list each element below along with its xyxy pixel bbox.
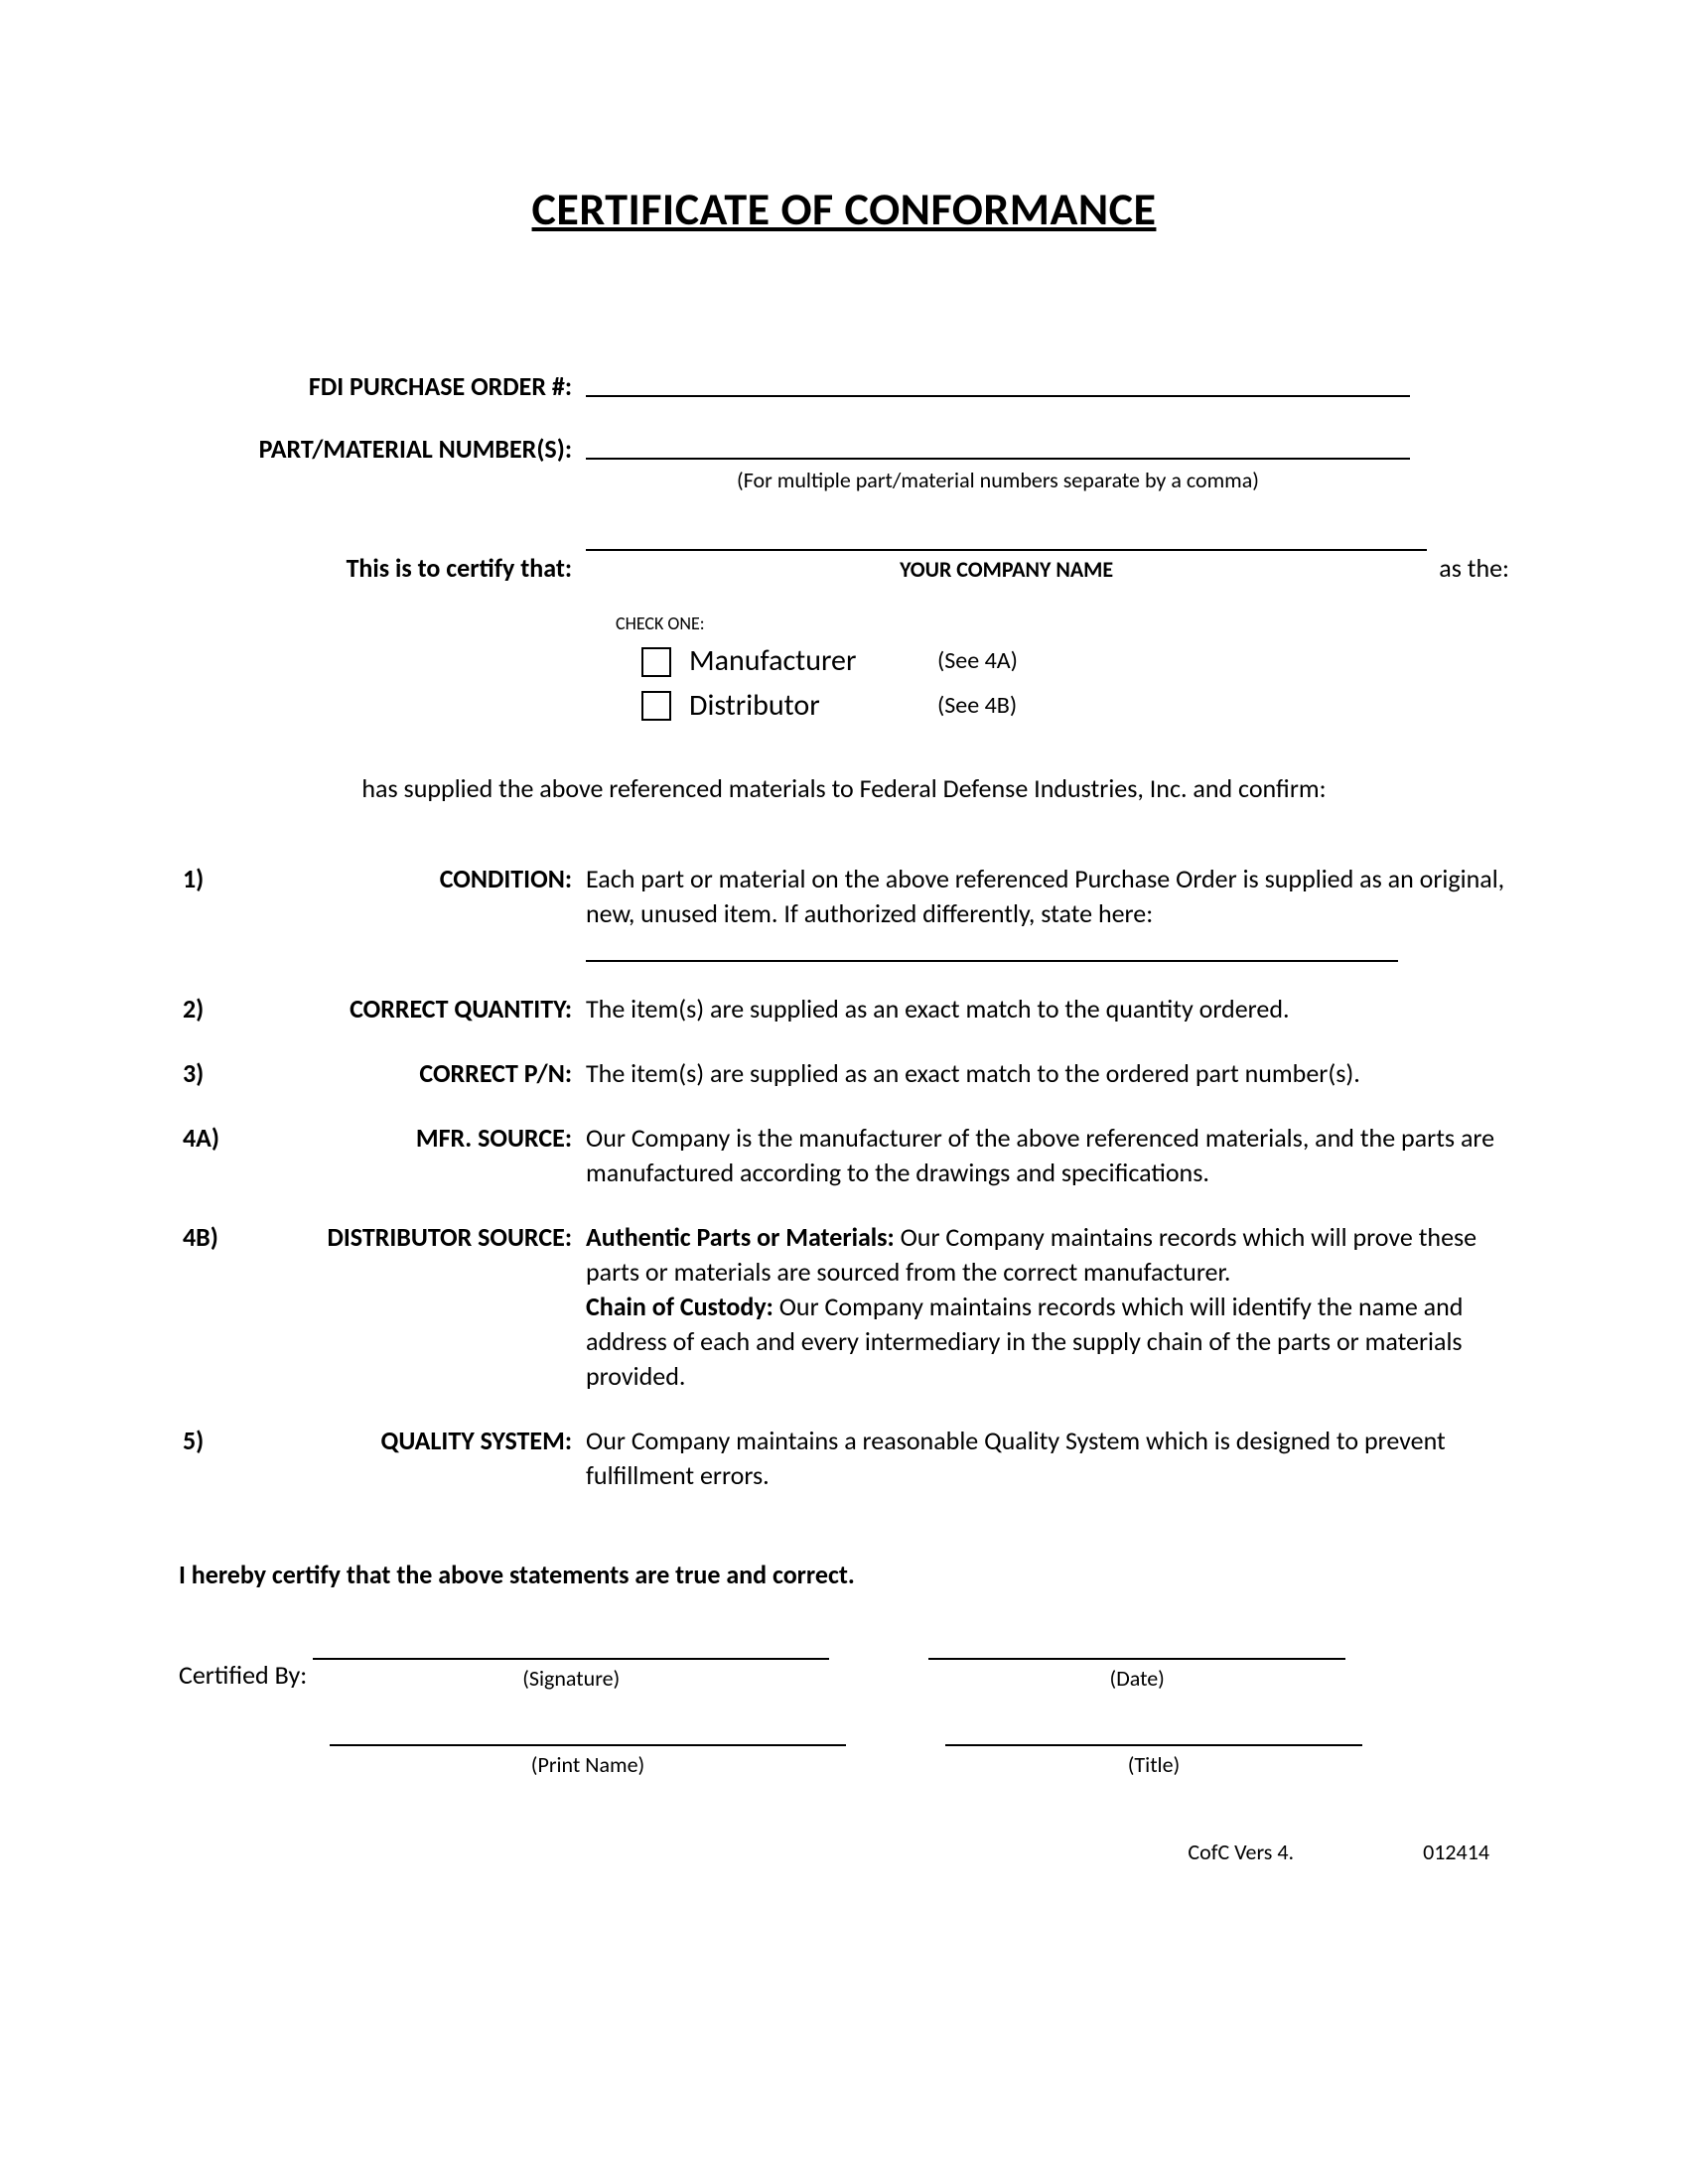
condition-input[interactable] [586, 938, 1398, 962]
item-3-num: 3) [179, 1056, 248, 1091]
print-name-input[interactable] [330, 1720, 846, 1746]
footer-version: CofC Vers 4. [1188, 1838, 1294, 1867]
item-2-num: 2) [179, 992, 248, 1026]
company-input[interactable] [586, 523, 1427, 551]
item-5-text: Our Company maintains a reasonable Quali… [586, 1424, 1509, 1493]
part-label: PART/MATERIAL NUMBER(S): [179, 432, 586, 467]
item-3-text: The item(s) are supplied as an exact mat… [586, 1056, 1509, 1091]
item-5-num: 5) [179, 1424, 248, 1458]
distributor-ref: (See 4B) [937, 690, 1017, 722]
signature-input[interactable] [313, 1634, 829, 1660]
item-1-label: CONDITION: [248, 862, 586, 896]
certify-label: This is to certify that: [179, 551, 586, 586]
item-4b-text: Authentic Parts or Materials: Our Compan… [586, 1220, 1509, 1394]
part-helper: (For multiple part/material numbers sepa… [586, 466, 1410, 495]
item-1-text: Each part or material on the above refer… [586, 863, 1504, 929]
manufacturer-checkbox[interactable] [641, 647, 671, 677]
supplied-text: has supplied the above referenced materi… [179, 771, 1509, 806]
po-input[interactable] [586, 369, 1410, 397]
item-4a-num: 4A) [179, 1121, 248, 1156]
item-3-label: CORRECT P/N: [248, 1056, 586, 1091]
distributor-label: Distributor [689, 686, 937, 727]
item-4a-text: Our Company is the manufacturer of the a… [586, 1121, 1509, 1190]
print-name-caption: (Print Name) [531, 1750, 644, 1780]
footer-date: 012414 [1423, 1838, 1489, 1867]
title-input[interactable] [945, 1720, 1362, 1746]
item-4a-label: MFR. SOURCE: [248, 1121, 586, 1156]
distributor-checkbox[interactable] [641, 691, 671, 721]
item-2-label: CORRECT QUANTITY: [248, 992, 586, 1026]
item-4b-num: 4B) [179, 1220, 248, 1255]
date-caption: (Date) [1110, 1664, 1165, 1694]
po-label: FDI PURCHASE ORDER #: [179, 369, 586, 404]
item-2-text: The item(s) are supplied as an exact mat… [586, 992, 1509, 1026]
manufacturer-label: Manufacturer [689, 641, 937, 682]
item-5-label: QUALITY SYSTEM: [248, 1424, 586, 1458]
as-the-text: as the: [1427, 551, 1509, 586]
document-title: CERTIFICATE OF CONFORMANCE [179, 179, 1509, 240]
title-caption: (Title) [1128, 1750, 1180, 1780]
check-one-label: CHECK ONE: [616, 612, 1509, 635]
part-input[interactable] [586, 432, 1410, 460]
manufacturer-ref: (See 4A) [937, 645, 1018, 677]
signature-caption: (Signature) [522, 1664, 620, 1694]
item-4b-label: DISTRIBUTOR SOURCE: [248, 1220, 586, 1255]
date-input[interactable] [928, 1634, 1345, 1660]
item-1-num: 1) [179, 862, 248, 896]
company-helper: YOUR COMPANY NAME [586, 555, 1427, 585]
certify-statement: I hereby certify that the above statemen… [179, 1558, 1509, 1592]
certified-by-label: Certified By: [179, 1658, 313, 1693]
